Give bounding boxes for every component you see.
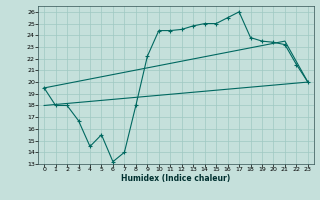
X-axis label: Humidex (Indice chaleur): Humidex (Indice chaleur) (121, 174, 231, 183)
